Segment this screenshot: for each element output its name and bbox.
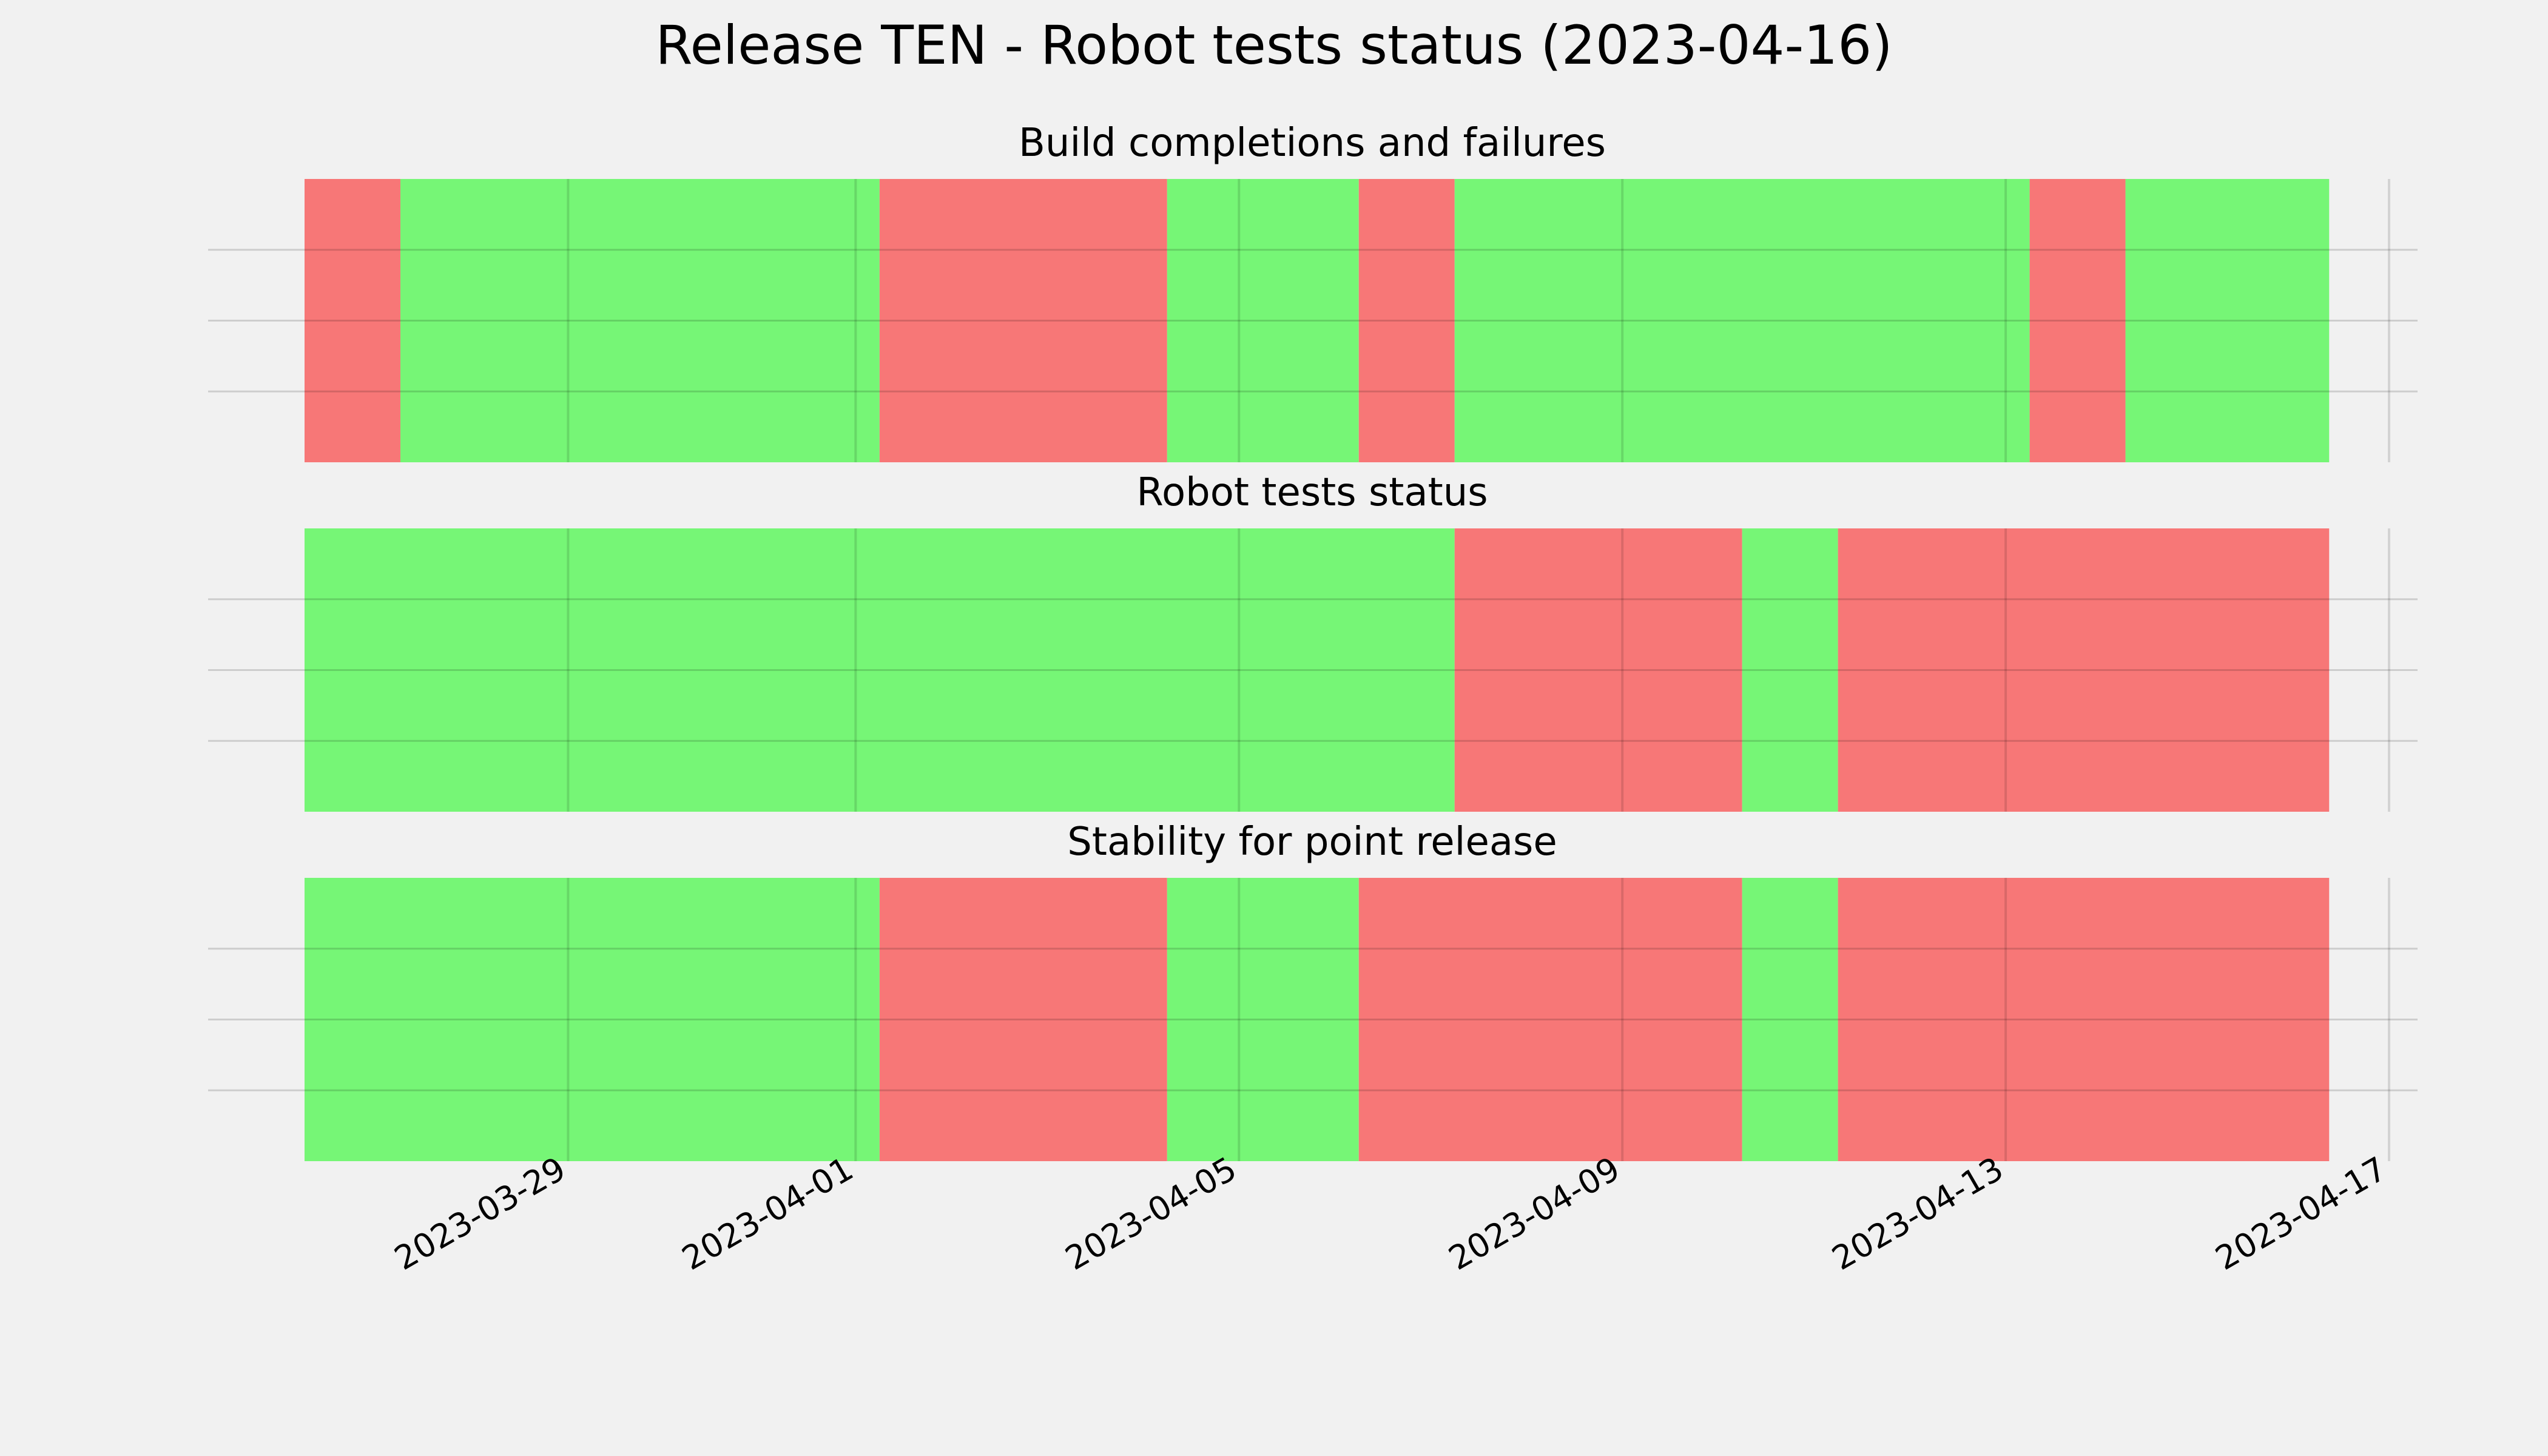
panel-3: Stability for point release: [208, 820, 2418, 1161]
segment-pass: [400, 179, 880, 462]
segment-fail: [1358, 878, 1742, 1161]
segment-pass: [1167, 878, 1359, 1161]
panels: Build completions and failures Robot test…: [208, 121, 2418, 1161]
chart-title: Release TEN - Robot tests status (2023-0…: [655, 14, 1892, 76]
segment-fail: [305, 179, 400, 462]
segment-fail: [2029, 179, 2126, 462]
panel-title: Stability for point release: [1067, 820, 1557, 864]
segment-fail: [1838, 528, 2330, 812]
segment-pass: [2125, 179, 2330, 462]
segment-fail: [879, 179, 1167, 462]
segment-fail: [1454, 528, 1742, 812]
segment-fail: [1358, 179, 1455, 462]
segment-pass: [1742, 528, 1838, 812]
panel-title: Build completions and failures: [1019, 121, 1606, 166]
segment-fail: [879, 878, 1167, 1161]
panel-title: Robot tests status: [1136, 470, 1488, 515]
segment-pass: [305, 878, 880, 1161]
segment-fail: [1838, 878, 2330, 1161]
panel-1: Build completions and failures: [208, 121, 2418, 462]
panel-2: Robot tests status: [208, 470, 2418, 812]
segment-pass: [1454, 179, 2030, 462]
segment-pass: [1742, 878, 1838, 1161]
segment-pass: [305, 528, 1455, 812]
segment-pass: [1167, 179, 1359, 462]
